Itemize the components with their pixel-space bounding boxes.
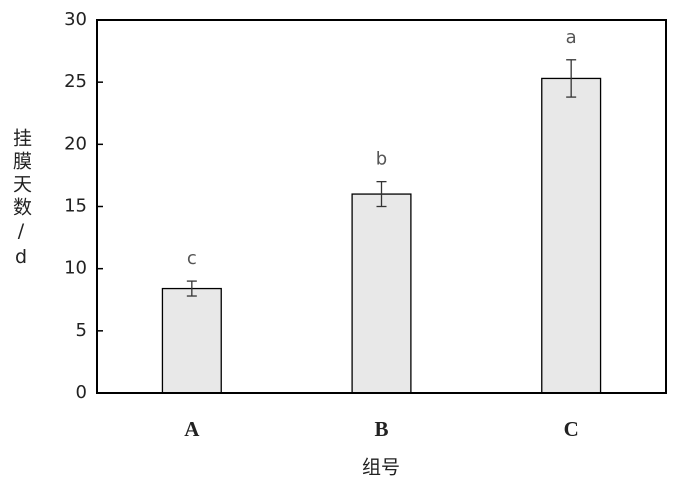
significance-label: c (187, 248, 197, 269)
y-tick-label: 15 (64, 196, 87, 217)
x-tick-label: B (374, 417, 388, 441)
bar (541, 77, 602, 394)
x-axis-title: 组号 (362, 457, 400, 479)
bar (161, 287, 222, 394)
y-tick-label: 20 (64, 133, 87, 154)
y-tick-label: 0 (76, 382, 87, 403)
significance-label: a (566, 27, 577, 48)
y-tick-label: 5 (76, 320, 87, 341)
y-tick-label: 25 (64, 71, 87, 92)
plot-frame (96, 19, 667, 394)
y-axis-title: 挂膜天数/d (10, 128, 32, 272)
y-tick-label: 10 (64, 258, 87, 279)
significance-label: b (376, 149, 387, 170)
x-tick-label: A (184, 417, 200, 441)
x-tick-label: C (564, 417, 579, 441)
y-tick-label: 30 (64, 9, 87, 30)
bar (351, 193, 412, 394)
